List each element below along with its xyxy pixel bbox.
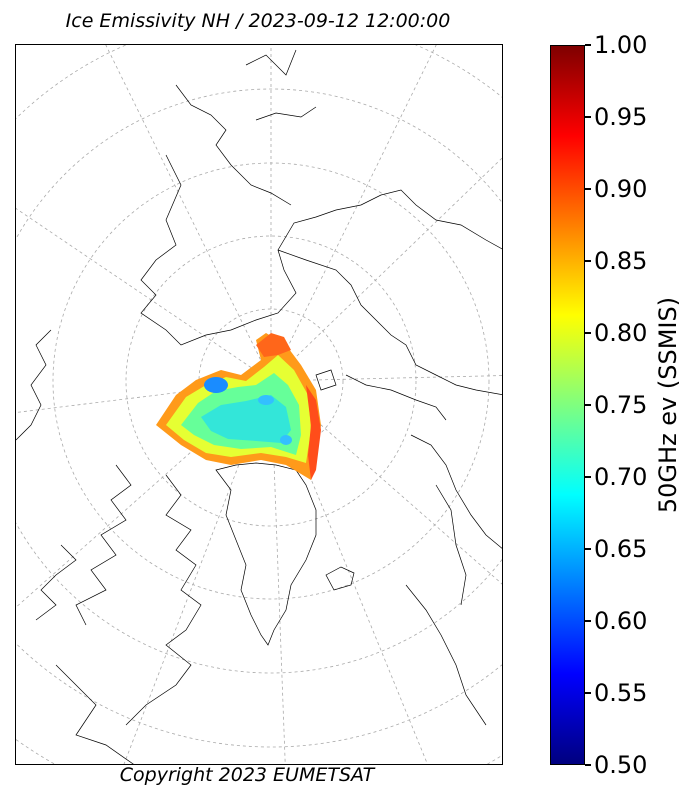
- polar-map: [16, 45, 502, 764]
- colorbar-tick: [585, 188, 591, 190]
- colorbar-tick-label: 0.70: [594, 463, 648, 491]
- colorbar-tick: [585, 332, 591, 334]
- map-title: Ice Emissivity NH / 2023-09-12 12:00:00: [65, 10, 451, 32]
- colorbar-tick: [585, 44, 591, 46]
- colorbar-tick: [585, 476, 591, 478]
- colorbar-tick-label: 0.60: [594, 607, 648, 635]
- colorbar-tick-label: 1.00: [594, 31, 648, 59]
- colorbar-tick: [585, 116, 591, 118]
- colorbar-tick-label: 0.80: [594, 319, 648, 347]
- latitude-circle: [125, 235, 417, 527]
- colorbar-tick: [585, 764, 591, 766]
- map-panel: [15, 44, 503, 765]
- colorbar-tick: [585, 620, 591, 622]
- colorbar-tick: [585, 404, 591, 406]
- colorbar-tick-label: 0.50: [594, 751, 648, 779]
- meridian: [270, 375, 502, 382]
- colorbar: [550, 45, 585, 765]
- colorbar-tick-label: 0.65: [594, 535, 648, 563]
- meridian: [270, 157, 502, 382]
- coastlines: [16, 49, 502, 764]
- meridian: [16, 380, 272, 413]
- colorbar-tick: [585, 548, 591, 550]
- sea-ice-field: [156, 333, 321, 480]
- meridian: [16, 208, 272, 382]
- copyright-text: Copyright 2023 EUMETSAT: [119, 764, 375, 786]
- colorbar-tick-label: 0.90: [594, 175, 648, 203]
- colorbar-tick-label: 0.85: [594, 247, 648, 275]
- colorbar-tick: [585, 692, 591, 694]
- latitude-circle: [16, 88, 502, 674]
- colorbar-tick-label: 0.95: [594, 103, 648, 131]
- meridian: [270, 45, 437, 382]
- colorbar-tick: [585, 260, 591, 262]
- colorbar-tick-label: 0.55: [594, 679, 648, 707]
- colorbar-label: 50GHz ev (SSMIS): [654, 296, 682, 514]
- meridian: [105, 45, 272, 382]
- colorbar-tick-label: 0.75: [594, 391, 648, 419]
